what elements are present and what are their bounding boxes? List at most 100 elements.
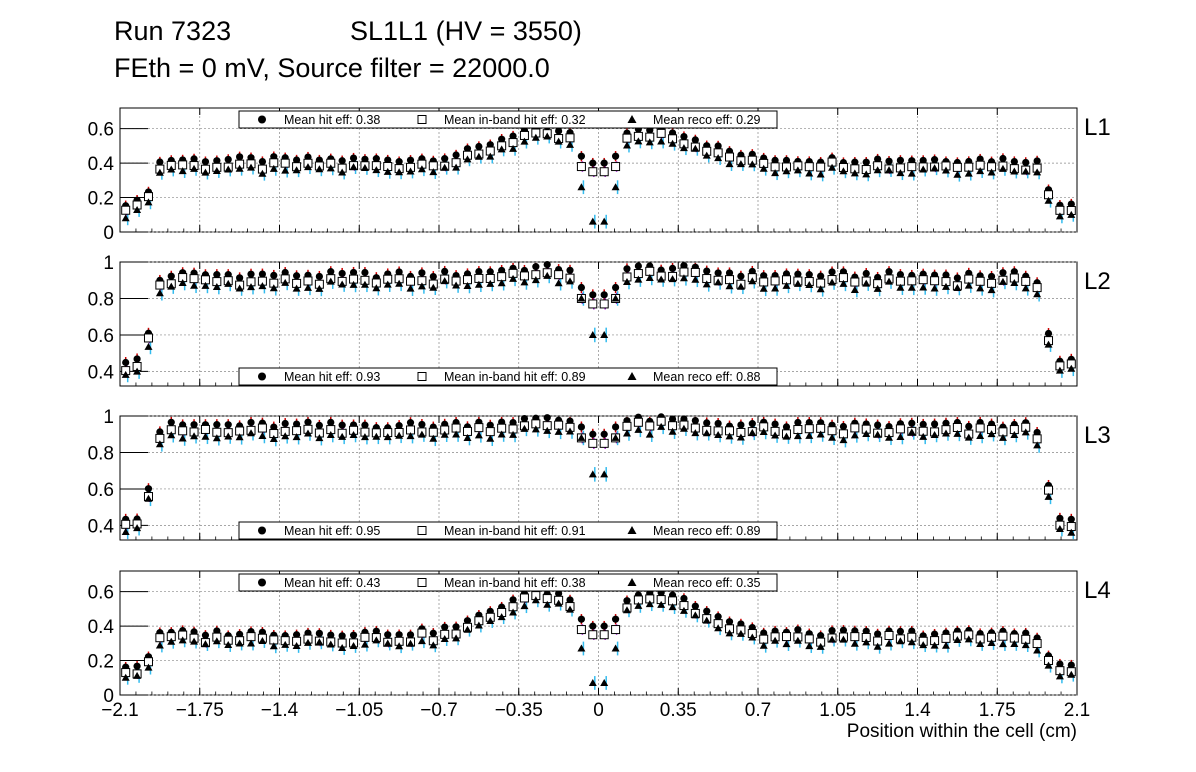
hit-marker (475, 267, 483, 276)
bin-point (200, 269, 210, 294)
reco-marker (896, 433, 905, 441)
bin-point (576, 614, 586, 656)
hit-marker (611, 283, 620, 292)
bin-point (611, 282, 621, 306)
bin-point (747, 265, 757, 289)
bin-point (1032, 277, 1042, 302)
reco-marker (930, 641, 939, 649)
bin-point (918, 418, 928, 445)
reco-marker (805, 431, 814, 439)
bin-point (508, 130, 518, 156)
reco-marker (1067, 528, 1076, 536)
reco-marker (167, 431, 176, 439)
reco-marker (315, 284, 324, 292)
bin-point (679, 415, 689, 437)
reco-marker (759, 284, 768, 292)
reco-marker (474, 280, 483, 288)
hit-marker (236, 630, 244, 638)
bin-point (930, 154, 940, 176)
reco-marker (144, 663, 153, 671)
bin-point (417, 623, 427, 649)
hit-marker (372, 627, 380, 635)
hit-marker (874, 155, 882, 163)
bin-point (850, 156, 860, 181)
inband-marker (599, 167, 609, 177)
reco-marker (907, 283, 916, 291)
reco-marker (247, 429, 256, 437)
reco-marker (839, 279, 848, 287)
bin-point (292, 154, 302, 178)
reco-marker (793, 432, 802, 440)
bin-point (519, 588, 529, 614)
legend-inband-text: Mean in-band hit eff: 0.32 (444, 113, 586, 127)
bin-point (155, 627, 165, 653)
bin-point (645, 588, 655, 612)
bin-point (451, 149, 461, 175)
inband-marker (930, 276, 940, 286)
hit-marker (384, 631, 392, 639)
bin-point (314, 270, 324, 297)
bin-point (964, 156, 974, 181)
bin-point (280, 418, 290, 444)
bin-point (645, 125, 655, 150)
reco-marker (611, 433, 620, 441)
hit-marker (372, 155, 380, 163)
reco-marker (224, 432, 233, 440)
reco-marker (338, 432, 347, 440)
inband-marker (519, 593, 529, 603)
panel-l4: 0 0.2 0.4 0.6 L4 Mean hit eff: 0.43 Mean in-ba… (88, 570, 1111, 707)
hit-marker (509, 132, 517, 140)
reco-marker (281, 278, 290, 286)
reco-marker (121, 370, 130, 378)
bin-point (269, 151, 279, 176)
hit-marker (555, 589, 563, 598)
hit-marker (543, 260, 551, 269)
reco-marker (941, 429, 950, 437)
reco-marker (645, 430, 654, 438)
legend-reco-text: Mean reco eff: 0.29 (653, 113, 761, 127)
reco-marker (736, 433, 745, 441)
reco-marker (303, 638, 312, 646)
inband-marker (975, 423, 985, 433)
bin-point (166, 627, 176, 649)
hit-marker (258, 158, 267, 166)
legend-hit-marker (258, 578, 266, 587)
reco-marker (281, 166, 290, 174)
hit-marker (201, 158, 210, 166)
x-tick-label: 0.7 (745, 700, 771, 721)
inband-marker (941, 633, 951, 643)
hit-marker (885, 268, 893, 276)
reco-marker (395, 168, 404, 176)
hit-marker (247, 418, 255, 427)
bin-point (303, 151, 313, 175)
bin-point (599, 620, 609, 690)
y-tick-label: 0.4 (88, 154, 115, 175)
bin-point (952, 625, 962, 647)
bin-point (337, 419, 347, 445)
reco-marker (497, 279, 506, 287)
reco-marker (930, 164, 939, 172)
hit-marker (851, 158, 859, 166)
bin-point (633, 589, 643, 613)
reco-marker (987, 168, 996, 176)
bin-point (428, 628, 438, 653)
legend-inband-marker (417, 526, 427, 535)
hit-marker (213, 157, 221, 165)
hit-marker (463, 145, 472, 153)
bin-point (565, 416, 575, 439)
reco-marker (224, 165, 233, 173)
bin-point (713, 267, 723, 290)
reco-marker (850, 286, 859, 294)
reco-marker (1044, 340, 1053, 348)
bin-point (246, 152, 256, 175)
bin-point (918, 155, 928, 177)
layer-label: L1 (1084, 114, 1111, 141)
reco-marker (930, 284, 939, 292)
bin-point (998, 421, 1008, 446)
bin-point (622, 595, 632, 618)
reco-marker (292, 433, 301, 441)
bin-point (622, 416, 632, 441)
reco-marker (554, 427, 563, 435)
inband-marker (725, 152, 735, 162)
bin-point (326, 629, 336, 652)
